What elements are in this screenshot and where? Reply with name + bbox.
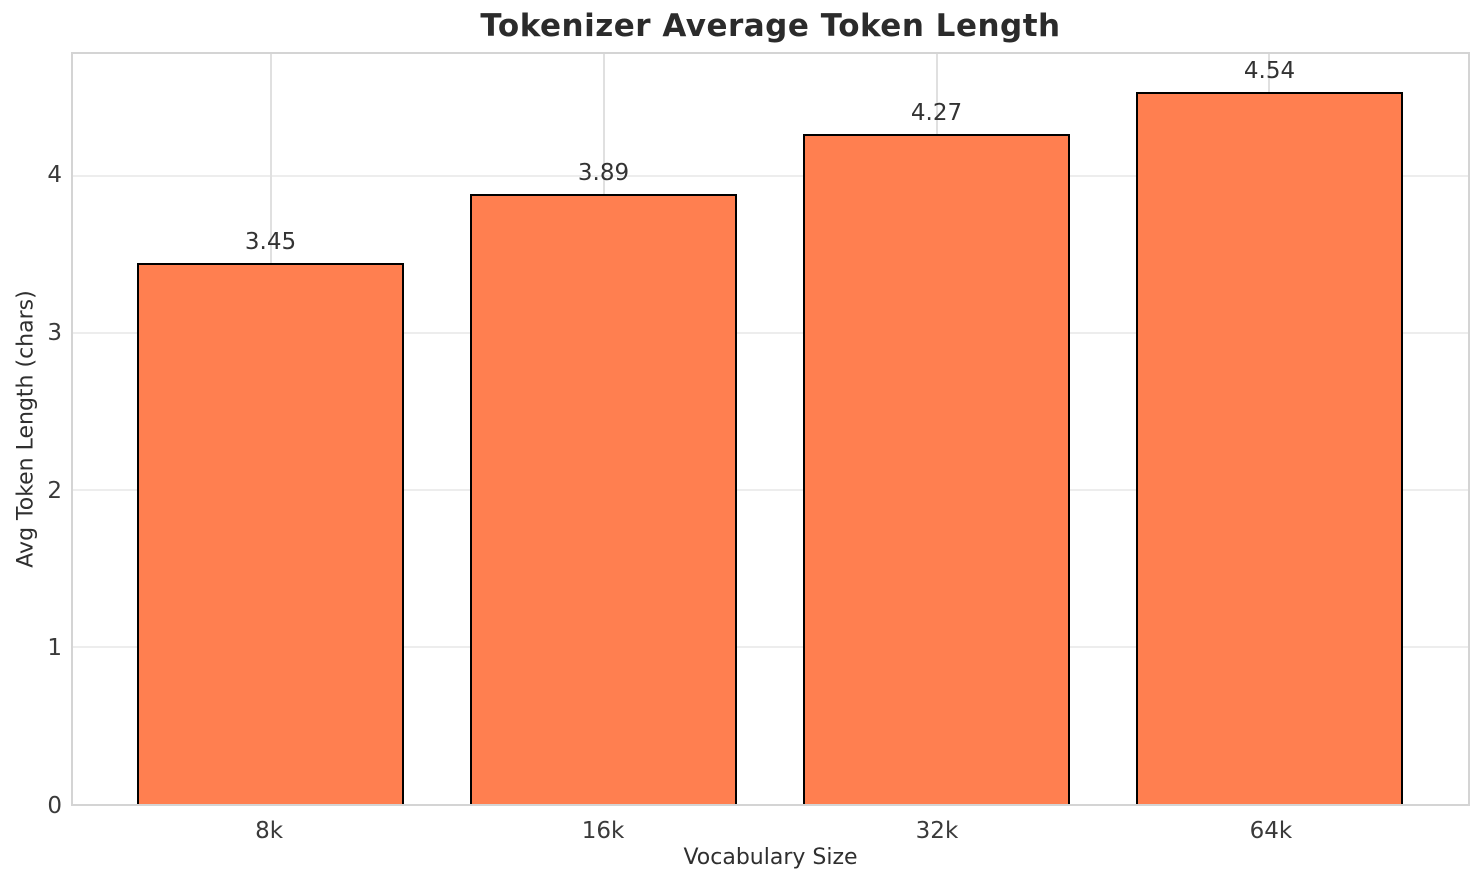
x-axis-label: Vocabulary Size [683,845,858,870]
y-tick-label: 0 [47,793,62,819]
y-tick-label: 4 [47,162,62,189]
y-tick-label: 2 [47,477,62,504]
horizontal-gridline [73,175,1468,178]
horizontal-gridline [73,646,1468,649]
x-tick-label: 64k [1249,818,1293,844]
bar-value-label: 4.27 [910,100,963,127]
chart-title: Tokenizer Average Token Length [480,8,1061,44]
x-tick-label: 32k [915,818,959,844]
bar-value-label: 4.54 [1243,57,1296,84]
horizontal-gridline [73,489,1468,492]
x-tick-label: 8k [255,818,284,844]
bar-64k [1135,91,1404,804]
horizontal-gridline [73,332,1468,335]
bar-value-label: 3.45 [244,228,297,255]
plot-area: 3.45 3.89 4.27 4.54 [71,52,1470,806]
bar-value-label: 3.89 [577,159,630,186]
bar-32k [802,134,1071,804]
bar-8k [136,262,405,804]
bar-16k [469,193,738,804]
y-tick-label: 1 [47,635,62,662]
x-tick-label: 16k [581,818,625,844]
y-tick-label: 3 [47,319,62,346]
